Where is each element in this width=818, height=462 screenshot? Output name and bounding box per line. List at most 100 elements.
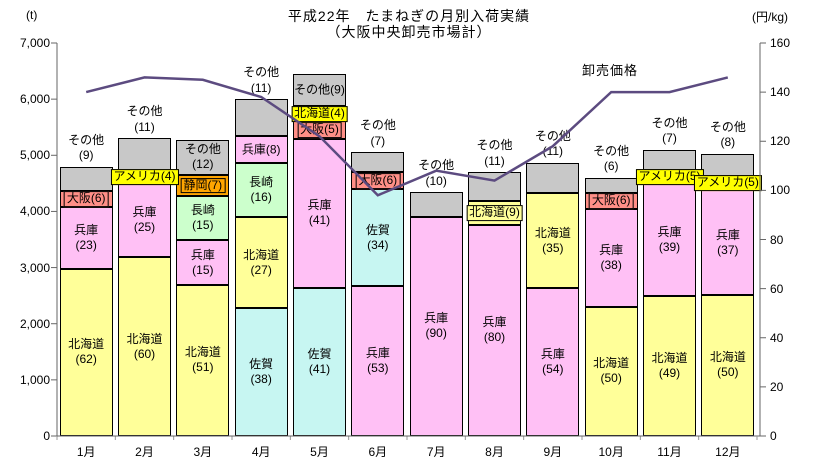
bar-segment-7月-その他 — [409, 192, 463, 217]
above-bar-label: その他 (11) — [243, 65, 280, 97]
segment-label: 兵庫 (80) — [482, 315, 507, 345]
segment-label: 兵庫 (37) — [715, 227, 740, 257]
above-bar-label: その他 (11) — [476, 138, 513, 170]
bar-segment-10月-その他 — [584, 177, 638, 194]
bar-segment-1月-その他 — [59, 166, 113, 191]
right-axis-tick-label: 100 — [770, 183, 791, 198]
segment-label: 大阪(5) — [297, 122, 342, 138]
bar-segment-2月-その他 — [118, 138, 171, 172]
left-axis-tick-label: 0 — [43, 429, 50, 443]
segment-label: 北海道(4) — [291, 105, 348, 122]
bar-segment-3月-北海道 — [176, 284, 230, 436]
right-axis-tick-label: 0 — [770, 429, 777, 443]
x-axis-month-label: 11月 — [657, 445, 682, 459]
segment-label: 兵庫 (25) — [132, 205, 157, 235]
right-axis-tick-label: 60 — [770, 281, 784, 296]
right-axis-tick-label: 40 — [770, 330, 784, 345]
bar-segment-8月-兵庫 — [468, 224, 521, 436]
bar-segment-4月-北海道 — [234, 217, 288, 308]
bar-segment-10月-兵庫 — [584, 208, 638, 307]
chart-title-line2: （大阪中央卸売市場計） — [326, 24, 492, 40]
bar-segment-1月-北海道 — [59, 268, 113, 436]
above-bar-label: その他 (11) — [534, 128, 571, 160]
left-axis-tick-label: 5,000 — [19, 148, 50, 163]
left-axis-tick-label: 6,000 — [19, 92, 50, 107]
above-bar-label: その他 (9) — [68, 132, 105, 164]
segment-label: 大阪(6) — [588, 193, 634, 209]
segment-label: 兵庫 (90) — [424, 311, 449, 341]
bar-segment-12月-兵庫 — [701, 190, 755, 295]
segment-label: 佐賀 (34) — [365, 222, 390, 252]
segment-label: 大阪(6) — [355, 172, 401, 189]
segment-label: 北海道 (51) — [184, 345, 221, 375]
segment-label: 佐賀 (41) — [307, 346, 332, 376]
x-axis-month-label: 6月 — [368, 445, 388, 459]
left-axis-tick-label: 1,000 — [19, 372, 50, 387]
above-bar-label: その他 (7) — [651, 115, 688, 147]
x-axis-month-label: 2月 — [135, 445, 154, 459]
bar-segment-10月-北海道 — [584, 306, 638, 436]
left-axis-unit: (t) — [26, 8, 38, 22]
bar-segment-12月-北海道 — [701, 294, 755, 436]
bar-segment-11月-その他 — [643, 149, 696, 170]
segment-label: 兵庫 (41) — [307, 198, 332, 228]
bar-segment-11月-兵庫 — [643, 184, 696, 296]
bar-segment-4月-佐賀 — [234, 307, 288, 436]
above-bar-label: その他 (8) — [709, 119, 746, 151]
bar-segment-11月-北海道 — [643, 295, 696, 436]
x-axis-month-label: 9月 — [543, 445, 563, 459]
segment-label: 兵庫(8) — [241, 142, 281, 157]
segment-label: 兵庫 (53) — [365, 345, 390, 375]
right-axis-unit: (円/kg) — [752, 10, 789, 24]
left-axis-tick-label: 7,000 — [19, 36, 50, 50]
right-axis-tick-label: 120 — [770, 134, 791, 149]
segment-label: アメリカ(5) — [693, 175, 762, 192]
segment-label: 北海道(9) — [466, 205, 523, 221]
left-axis-tick-label: 2,000 — [19, 316, 50, 331]
above-bar-label: その他 (7) — [359, 118, 396, 150]
bar-segment-12月-その他 — [701, 153, 755, 177]
segment-label: 兵庫 (23) — [74, 222, 99, 252]
bar-segment-9月-その他 — [526, 162, 580, 193]
segment-label: 兵庫 (54) — [540, 347, 565, 377]
x-axis-month-label: 1月 — [76, 445, 96, 459]
segment-label: アメリカ(4) — [110, 169, 179, 186]
left-axis-tick-label: 4,000 — [19, 204, 50, 219]
bar-segment-1月-兵庫 — [59, 206, 113, 269]
bar-segment-8月-その他 — [468, 172, 521, 202]
right-axis-tick-label: 80 — [770, 232, 784, 247]
segment-label: 北海道 (60) — [126, 331, 163, 361]
x-axis-month-label: 4月 — [251, 445, 271, 459]
x-axis-month-label: 3月 — [193, 445, 213, 459]
segment-label: 北海道 (50) — [709, 350, 746, 380]
segment-label: 長崎 (16) — [249, 175, 274, 205]
bar-segment-3月-兵庫 — [176, 240, 230, 285]
x-axis-month-label: 12月 — [715, 445, 741, 459]
segment-label: 兵庫 (39) — [657, 224, 682, 254]
segment-label: その他(9) — [294, 82, 345, 97]
segment-label: その他 (12) — [184, 142, 221, 172]
bar-segment-4月-その他 — [234, 99, 288, 137]
segment-label: 北海道 (49) — [651, 350, 688, 380]
bar-segment-6月-その他 — [351, 152, 405, 173]
right-axis-tick-label: 20 — [770, 379, 784, 394]
segment-label: 北海道 (62) — [68, 337, 105, 367]
bar-segment-5月-佐賀 — [293, 287, 346, 436]
bar-segment-7月-兵庫 — [409, 216, 463, 436]
x-axis-month-label: 7月 — [426, 445, 446, 459]
above-bar-label: その他 (10) — [418, 158, 455, 190]
segment-label: 北海道 (35) — [534, 225, 571, 255]
left-axis-tick-label: 3,000 — [19, 260, 50, 275]
x-axis-month-label: 5月 — [310, 445, 329, 459]
right-axis-tick-label: 140 — [770, 85, 791, 100]
segment-label: 静岡(7) — [180, 177, 226, 194]
segment-label: 大阪(6) — [63, 190, 109, 207]
segment-label: 北海道 (27) — [243, 247, 280, 277]
segment-label: 長崎 (15) — [190, 203, 215, 233]
segment-label: 北海道 (50) — [593, 356, 630, 386]
bar-segment-9月-兵庫 — [526, 288, 580, 436]
segment-label: 兵庫 (38) — [599, 242, 624, 272]
bar-segment-6月-佐賀 — [351, 189, 405, 286]
bar-segment-6月-兵庫 — [351, 285, 405, 436]
bar-segment-2月-北海道 — [118, 257, 171, 436]
